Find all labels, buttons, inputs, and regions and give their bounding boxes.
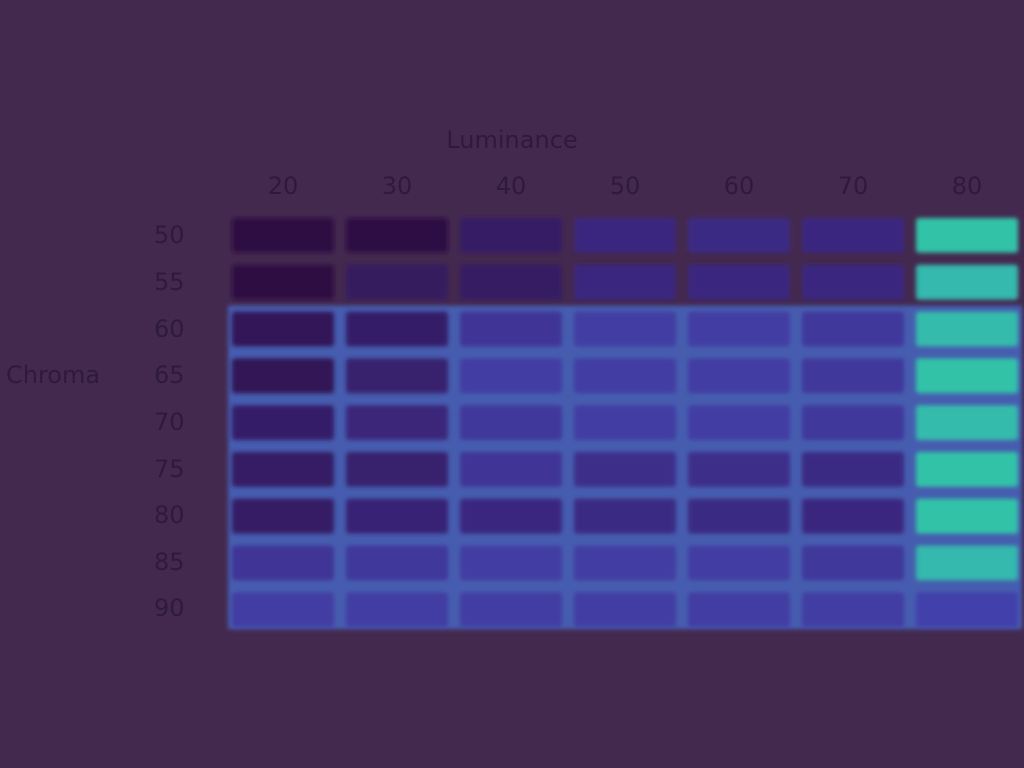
heatmap-cell <box>802 545 904 581</box>
heatmap-cell <box>232 311 334 347</box>
x-tick-label: 80 <box>951 172 983 200</box>
heatmap-cell <box>460 498 562 534</box>
heatmap-cell <box>802 358 904 394</box>
heatmap-cell <box>346 405 448 440</box>
heatmap-cell <box>688 358 790 394</box>
y-tick-label: 50 <box>154 221 185 249</box>
y-tick-label: 60 <box>154 315 185 343</box>
heatmap-cell <box>688 311 790 347</box>
heatmap-cell <box>574 592 676 628</box>
heatmap-cell <box>346 592 448 628</box>
heatmap-cell <box>232 498 334 534</box>
heatmap-cell <box>688 545 790 581</box>
y-axis-label: Chroma <box>6 361 101 389</box>
x-axis-label: Luminance <box>446 126 578 154</box>
heatmap-cell <box>916 452 1018 487</box>
heatmap-cell <box>232 545 334 581</box>
heatmap-cell <box>916 592 1018 628</box>
heatmap-cell <box>346 452 448 487</box>
heatmap-cell <box>688 592 790 628</box>
heatmap-cell <box>688 452 790 487</box>
heatmap-cell <box>232 592 334 628</box>
heatmap-cell <box>232 405 334 440</box>
heatmap-cell <box>574 545 676 581</box>
heatmap-cell <box>574 405 676 440</box>
y-tick-label: 70 <box>154 408 185 436</box>
heatmap-cell <box>802 405 904 440</box>
x-tick-label: 30 <box>381 172 413 200</box>
heatmap-cell <box>460 358 562 394</box>
y-tick-label: 75 <box>154 455 185 483</box>
heatmap-cell <box>802 311 904 347</box>
heatmap-cell <box>346 545 448 581</box>
heatmap-cell <box>574 452 676 487</box>
heatmap-cell <box>346 358 448 394</box>
x-tick-label: 20 <box>267 172 299 200</box>
x-tick-label: 40 <box>495 172 527 200</box>
x-tick-label: 60 <box>723 172 755 200</box>
heatmap-cell <box>574 498 676 534</box>
heatmap-cell <box>688 264 790 300</box>
heatmap-cell <box>802 218 904 253</box>
heatmap-cell <box>688 218 790 253</box>
heatmap-cell <box>460 311 562 347</box>
heatmap-cell <box>346 498 448 534</box>
heatmap-cell <box>460 405 562 440</box>
y-tick-label: 65 <box>154 361 185 389</box>
heatmap-cell <box>574 358 676 394</box>
heatmap-cell <box>232 218 334 253</box>
heatmap-cell <box>802 498 904 534</box>
y-tick-label: 80 <box>154 501 185 529</box>
heatmap-cell <box>232 264 334 300</box>
heatmap-cell <box>574 218 676 253</box>
heatmap-cell <box>460 218 562 253</box>
heatmap-cell <box>574 264 676 300</box>
y-tick-label: 85 <box>154 548 185 576</box>
heatmap-cell <box>916 405 1018 440</box>
heatmap-cell <box>802 452 904 487</box>
heatmap-cell <box>460 545 562 581</box>
heatmap-cell <box>232 358 334 394</box>
y-tick-label: 90 <box>154 594 185 622</box>
heatmap-cell <box>688 405 790 440</box>
heatmap-cell <box>460 592 562 628</box>
heatmap-cell <box>802 592 904 628</box>
heatmap-cell <box>916 218 1018 253</box>
heatmap-cell <box>232 452 334 487</box>
heatmap-cell <box>916 311 1018 347</box>
heatmap-cell <box>916 498 1018 534</box>
heatmap-cell <box>460 264 562 300</box>
heatmap-cell <box>688 498 790 534</box>
heatmap-cell <box>916 358 1018 394</box>
heatmap-cell <box>916 264 1018 300</box>
heatmap-cell <box>574 311 676 347</box>
x-tick-label: 70 <box>837 172 869 200</box>
y-tick-label: 55 <box>154 268 185 296</box>
heatmap-cell <box>346 311 448 347</box>
x-tick-label: 50 <box>609 172 641 200</box>
heatmap-cell <box>346 264 448 300</box>
heatmap-cell <box>460 452 562 487</box>
heatmap-cell <box>916 545 1018 581</box>
heatmap-cell <box>802 264 904 300</box>
heatmap-cell <box>346 218 448 253</box>
